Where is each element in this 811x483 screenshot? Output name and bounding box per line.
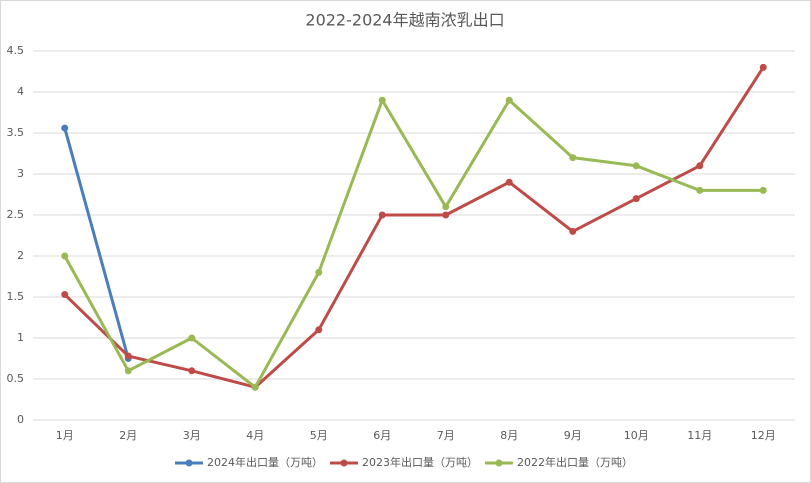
data-point xyxy=(188,334,196,342)
data-point xyxy=(251,383,259,391)
data-point xyxy=(505,96,513,104)
legend-label: 2022年出口量（万吨） xyxy=(517,455,633,469)
data-point xyxy=(61,252,69,260)
x-tick-label: 11月 xyxy=(687,429,712,442)
data-point xyxy=(696,186,704,194)
x-tick-label: 5月 xyxy=(310,429,328,442)
data-point xyxy=(759,63,767,71)
data-point xyxy=(632,162,640,170)
data-point xyxy=(124,352,132,360)
y-tick-label: 0.5 xyxy=(7,372,25,385)
y-tick-label: 3.5 xyxy=(7,126,25,139)
series-line xyxy=(63,127,130,359)
x-tick-label: 6月 xyxy=(373,429,391,442)
x-tick-label: 4月 xyxy=(246,429,264,442)
legend-marker xyxy=(185,459,193,467)
x-tick-label: 9月 xyxy=(564,429,582,442)
data-point xyxy=(315,326,323,334)
y-tick-label: 0 xyxy=(17,413,24,426)
y-tick-label: 1.5 xyxy=(7,290,25,303)
data-point xyxy=(378,211,386,219)
data-point xyxy=(442,203,450,211)
data-point xyxy=(378,96,386,104)
x-tick-label: 3月 xyxy=(183,429,201,442)
data-point xyxy=(632,195,640,203)
y-tick-label: 2 xyxy=(17,249,24,262)
data-point xyxy=(124,367,132,375)
data-point xyxy=(505,178,513,186)
y-tick-label: 4.5 xyxy=(7,44,25,57)
y-tick-label: 3 xyxy=(17,167,24,180)
data-point xyxy=(696,162,704,170)
series-line xyxy=(63,98,764,389)
data-point xyxy=(442,211,450,219)
legend-label: 2023年出口量（万吨） xyxy=(362,455,478,469)
chart-title: 2022-2024年越南浓乳出口 xyxy=(305,11,504,30)
y-tick-label: 2.5 xyxy=(7,208,25,221)
y-tick-label: 4 xyxy=(17,85,24,98)
data-point xyxy=(569,227,577,235)
data-point xyxy=(315,268,323,276)
legend-marker xyxy=(340,459,348,467)
data-point xyxy=(759,186,767,194)
x-tick-label: 1月 xyxy=(56,429,74,442)
y-tick-label: 1 xyxy=(17,331,24,344)
legend-marker xyxy=(495,459,503,467)
data-point xyxy=(61,291,69,299)
legend-label: 2024年出口量（万吨） xyxy=(207,455,323,469)
x-tick-label: 10月 xyxy=(624,429,649,442)
x-tick-label: 12月 xyxy=(751,429,776,442)
x-tick-label: 8月 xyxy=(500,429,518,442)
data-point xyxy=(188,367,196,375)
x-tick-label: 7月 xyxy=(437,429,455,442)
data-point xyxy=(569,154,577,162)
series-line xyxy=(63,66,765,389)
data-point xyxy=(61,124,69,132)
x-tick-label: 2月 xyxy=(119,429,137,442)
